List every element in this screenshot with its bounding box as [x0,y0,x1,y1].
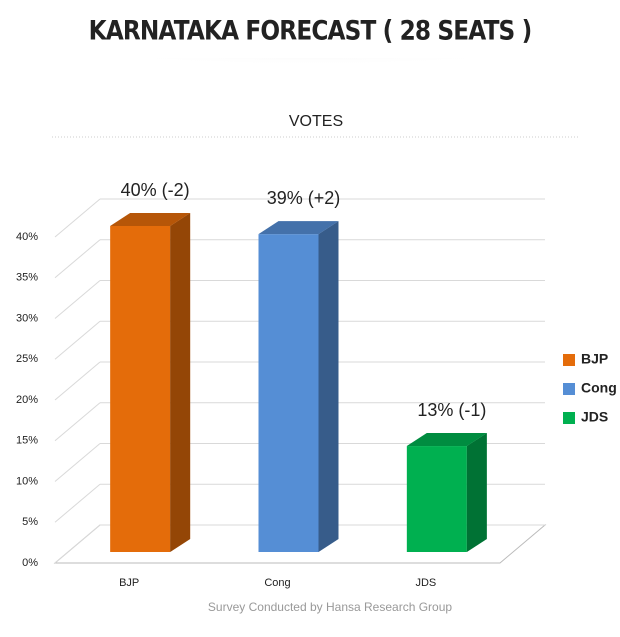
bar-top [258,221,339,235]
bar-front [406,446,467,552]
grid-line [54,361,101,401]
legend-swatch [563,383,575,395]
value-label: 13% (-1) [417,400,486,420]
legend-label: Cong [581,380,617,396]
legend-swatch [563,412,575,424]
bar-side [170,213,191,552]
bar-side-shade [170,213,191,552]
bar-top-shade [110,213,191,226]
grid-line [54,443,101,482]
legend-label: JDS [581,409,608,425]
x-tick-label: BJP [119,577,139,589]
chart-subtitle: VOTES [289,113,343,130]
legend-swatch [563,354,575,366]
grid-line [54,239,101,279]
grid-line [54,198,101,238]
bar-side [318,221,339,552]
bar-top [406,433,487,447]
y-tick-label: 30% [16,312,38,324]
value-label: 39% (+2) [267,188,341,208]
y-tick-label: 35% [16,272,38,284]
bar-top-shade [258,221,339,235]
value-label: 40% (-2) [121,180,190,200]
y-tick-label: 0% [22,557,38,569]
y-tick-label: 40% [16,231,38,243]
footer: Survey Conducted by Hansa Research Group [208,600,452,614]
bar-front [258,234,319,552]
y-tick-label: 25% [16,353,38,365]
bar-top-shade [406,433,487,447]
y-tick-label: 10% [16,475,38,487]
y-tick-label: 5% [22,516,38,528]
y-tick-label: 20% [16,394,38,406]
chart-title: KARNATAKA FORECAST ( 28 SEATS ) [89,15,532,46]
bar-front [110,226,171,552]
bar-side-shade [466,433,487,552]
grid-line [54,524,101,564]
x-tick-label: Cong [264,577,290,589]
grid-line [54,320,101,360]
bar-side-shade [318,221,339,552]
grid-line [54,483,101,523]
grid-line [54,402,101,442]
y-tick-label: 15% [16,435,38,447]
bar-top [110,213,191,226]
title-band [0,0,620,58]
bar-side [466,433,487,552]
x-tick-label: JDS [415,577,436,589]
legend-label: BJP [581,351,608,367]
grid-line [54,280,101,319]
